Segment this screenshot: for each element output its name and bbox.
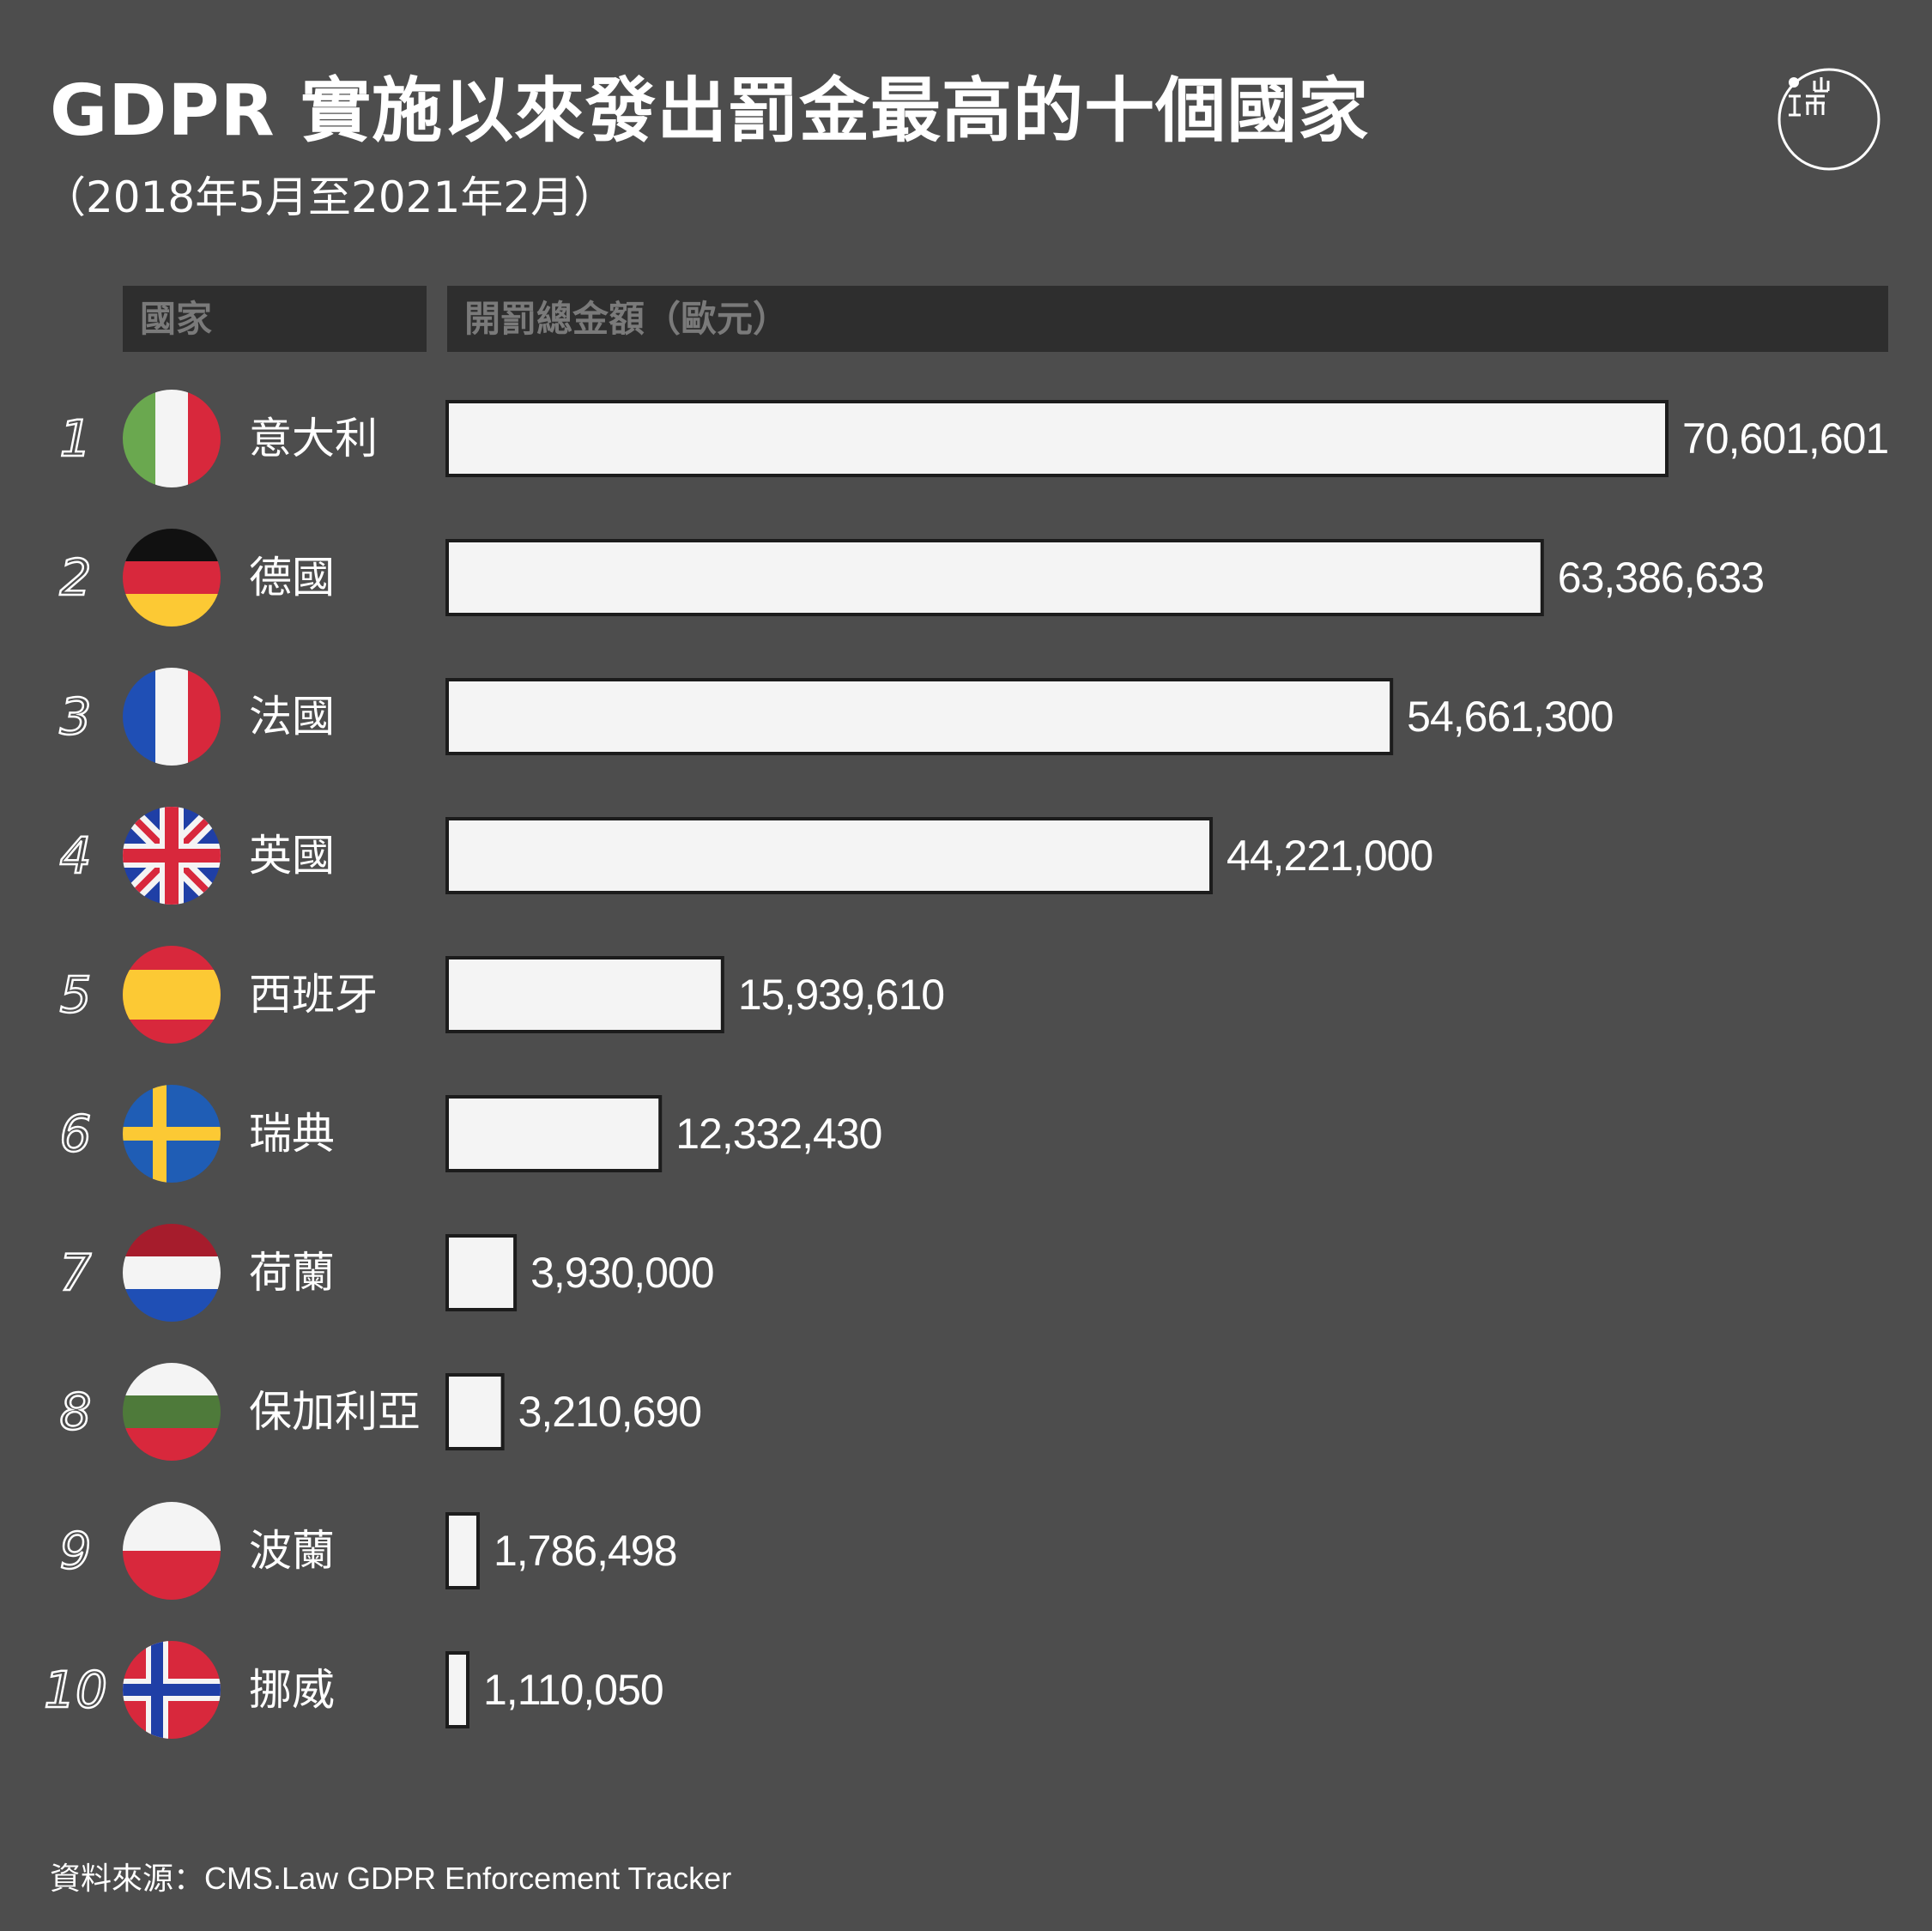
rank-label: 3 (60, 687, 92, 746)
rank-label: 6 (60, 1105, 92, 1163)
data-label: 44,221,000 (1226, 832, 1432, 880)
source-note: 資料來源：CMS.Law GDPR Enforcement Tracker (50, 1861, 732, 1896)
rank-label: 4 (60, 826, 92, 885)
category-label: 英國 (249, 831, 335, 881)
data-label: 63,386,633 (1558, 554, 1764, 602)
chart-title: GDPR 實施以來發出罰金最高的十個國家 (50, 70, 1370, 152)
italy-flag-icon (123, 390, 221, 487)
bar (445, 956, 724, 1033)
data-label: 1,110,050 (483, 1666, 663, 1714)
bar-chart: 1 意大利 70,601,601 2 德國 63,386,633 3 法國 54,661,300… (43, 390, 1889, 1739)
data-label: 3,210,690 (518, 1388, 701, 1436)
rank-label: 8 (60, 1383, 92, 1441)
rank-label: 2 (60, 548, 92, 607)
france-flag-icon (123, 668, 221, 766)
bar (445, 817, 1214, 894)
rank-label: 10 (44, 1661, 107, 1719)
data-label: 1,786,498 (494, 1527, 676, 1575)
column-header-country: 國家 (123, 286, 427, 352)
category-label: 意大利 (249, 414, 378, 463)
germany-flag-icon (123, 529, 221, 627)
bar (445, 1651, 469, 1728)
data-label: 15,939,610 (738, 971, 944, 1019)
category-label: 法國 (249, 692, 335, 742)
data-label: 70,601,601 (1682, 415, 1888, 463)
spain-flag-icon (123, 946, 221, 1044)
category-label: 瑞典 (249, 1109, 335, 1159)
rank-label: 5 (60, 966, 92, 1024)
rank-label: 9 (60, 1522, 92, 1580)
bulgaria-flag-icon (123, 1363, 221, 1461)
bar (445, 539, 1544, 616)
data-label: 3,930,000 (530, 1249, 713, 1297)
sweden-flag-icon (123, 1085, 221, 1183)
category-label: 保加利亞 (249, 1387, 421, 1437)
bar (445, 1234, 518, 1311)
bar (445, 1373, 505, 1450)
poland-flag-icon (123, 1502, 221, 1600)
category-label: 德國 (249, 553, 335, 602)
netherlands-flag-icon (123, 1224, 221, 1322)
norway-flag-icon (123, 1641, 221, 1739)
data-label: 54,661,300 (1407, 693, 1613, 741)
column-header-amount: 開罰總金額（歐元） (447, 286, 1888, 352)
initium-logo-icon (1778, 68, 1881, 171)
category-label: 西班牙 (249, 970, 378, 1020)
bar (445, 400, 1669, 477)
bar (445, 1095, 663, 1172)
chart-subtitle: （2018年5月至2021年2月） (43, 173, 617, 222)
bar (445, 1512, 480, 1589)
rank-label: 1 (60, 409, 92, 468)
rank-label: 7 (60, 1244, 92, 1302)
category-label: 波蘭 (249, 1526, 335, 1576)
bar (445, 678, 1394, 755)
data-label: 12,332,430 (675, 1110, 881, 1158)
category-label: 荷蘭 (249, 1248, 335, 1298)
uk-flag-icon (123, 807, 221, 905)
category-label: 挪威 (249, 1665, 335, 1715)
